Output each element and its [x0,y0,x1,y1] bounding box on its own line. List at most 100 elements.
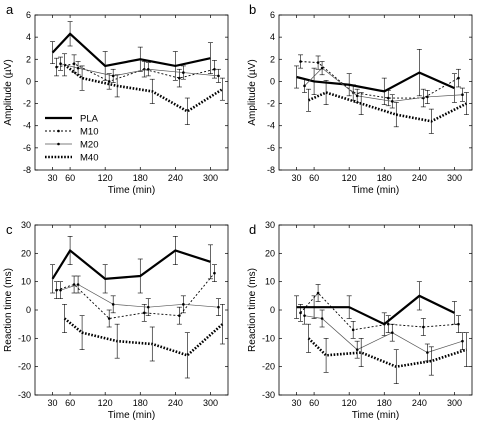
data-point [107,317,111,320]
data-point [59,62,62,66]
legend-marker [57,142,60,146]
data-point [386,96,390,100]
series-line [56,63,215,82]
y-tick-label: -10 [262,333,275,343]
y-axis-label: Amplitude (µV) [247,59,258,125]
y-tick-label: -4 [23,121,31,131]
y-tick-label: -8 [23,165,31,175]
data-point [178,314,181,317]
x-tick-label: 180 [133,398,148,408]
data-point [217,305,220,309]
x-tick-label: 240 [412,398,427,408]
series-line [63,63,224,113]
axes-frame [278,224,473,396]
y-axis-label: Reaction time (ms) [3,268,14,352]
legend: PLA M10 M20 M40 [45,114,99,164]
data-point [217,74,220,78]
x-tick-label: 120 [98,173,113,183]
series-PLA [294,49,457,105]
series-PLA [50,21,213,81]
y-tick-label: 10 [21,277,31,287]
series-line [296,294,455,326]
y-tick-label: -20 [18,362,31,372]
x-tick-label: 60 [65,173,75,183]
series-M40 [306,80,469,134]
data-point [390,100,394,103]
x-tick-label: 240 [168,173,183,183]
data-point [146,305,150,309]
series-line [304,67,463,102]
y-tick-label: -6 [23,143,31,153]
x-tick-label: 30 [48,173,58,183]
x-tick-label: 300 [447,173,462,183]
legend-label: M20 [80,140,98,151]
x-axis-label: Time (min) [352,185,399,196]
data-point [299,60,302,63]
axes-frame [34,224,229,396]
data-point [303,84,306,88]
x-tick-label: 30 [292,173,302,183]
series-line [60,284,219,308]
data-point [146,67,150,71]
x-axis-label: Time (min) [108,410,155,421]
y-tick-label: -4 [267,121,275,131]
data-point [72,283,76,286]
y-tick-label: -2 [267,99,275,109]
y-tick-label: 2 [26,54,31,64]
series-line [63,317,224,357]
data-point [351,328,355,332]
y-axis-label: Amplitude (µV) [3,59,14,125]
data-point [320,317,324,320]
y-tick-label: -20 [262,362,275,372]
data-point [213,67,216,71]
data-point [59,288,62,292]
y-tick-label: 30 [265,220,275,230]
series-line [56,272,215,319]
panel-letter: a [6,2,14,17]
data-point [55,288,58,292]
y-tick-label: 0 [270,305,275,315]
legend-label: M40 [80,153,98,164]
data-point [461,93,464,97]
data-point [426,95,429,99]
data-point [355,94,359,98]
y-tick-label: 30 [21,220,31,230]
legend-marker [57,129,60,133]
series-M20 [302,306,465,362]
x-tick-label: 60 [309,398,319,408]
data-point [55,65,58,69]
series-M40 [62,304,225,379]
data-point [457,322,460,326]
y-axis-label: Reaction time (ms) [247,268,258,352]
series-M40 [62,53,225,125]
axes-frame [278,14,473,171]
y-tick-label: 20 [21,248,31,258]
series-line [308,91,468,123]
legend-label: M10 [80,127,98,138]
series-line [60,63,219,77]
y-tick-label: -8 [267,165,275,175]
series-line [300,292,459,331]
series-line [51,32,211,68]
x-tick-label: 120 [342,173,357,183]
x-axis-label: Time (min) [108,185,155,196]
data-point [182,71,185,74]
panel-d: d -30 -20 -10 0 10 20 30 30 60 120 180 240 300 Time (m… [247,220,473,421]
legend-label: PLA [80,114,99,125]
y-tick-label: -10 [18,333,31,343]
panel-b: b -8 -6 -4 -2 0 2 4 6 30 60 120 180 240 300 Time (min) A… [247,2,473,196]
data-point [316,291,320,295]
data-point [390,331,394,334]
x-tick-label: 120 [342,398,357,408]
y-tick-label: -6 [267,143,275,153]
x-tick-label: 300 [447,398,462,408]
x-tick-label: 240 [168,398,183,408]
data-point [457,76,460,80]
series-M40 [306,323,469,384]
y-tick-label: 4 [270,32,275,42]
series-M10 [54,264,217,328]
x-tick-label: 60 [65,398,75,408]
panel-letter: d [249,222,256,237]
data-point [461,339,464,343]
data-point [422,325,425,329]
